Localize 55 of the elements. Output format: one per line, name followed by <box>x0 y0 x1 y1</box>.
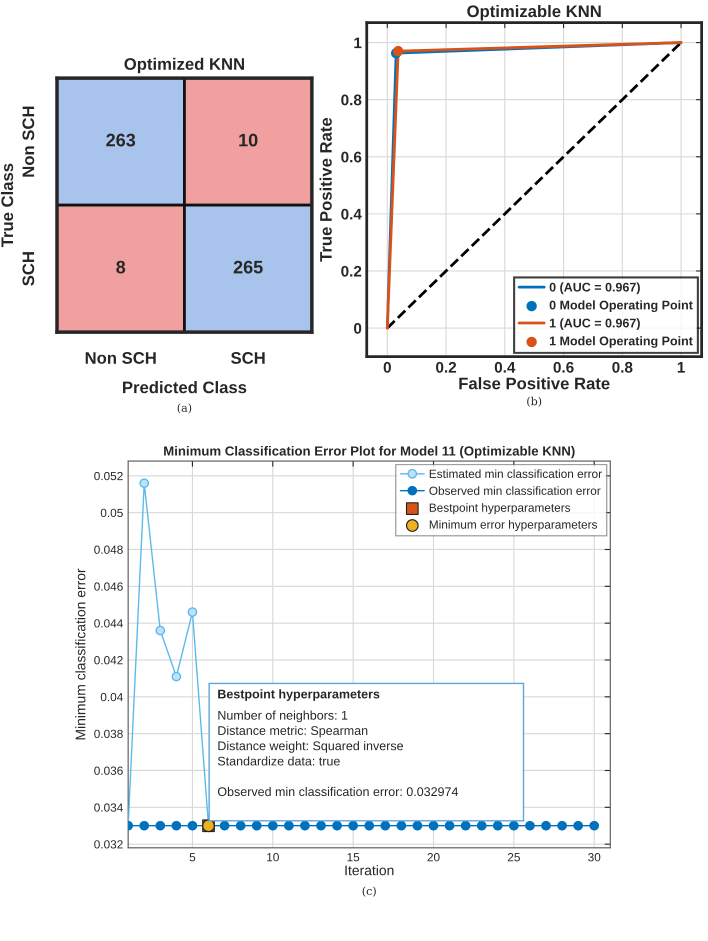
chart-title: Optimized KNN <box>124 58 244 74</box>
data-label: 265 <box>234 260 263 274</box>
y-tick-label: 0.6 <box>341 152 362 162</box>
y-tick-label: 1 <box>354 38 362 48</box>
x-tick-label: 20 <box>428 853 440 862</box>
x-tick-label: 0.2 <box>436 362 456 373</box>
data-label: 263 <box>106 134 136 146</box>
x-tick-label: 15 <box>347 853 360 862</box>
y-tick-label: 0 <box>354 322 362 334</box>
annotation: Bestpoint hyperparameters <box>218 689 380 701</box>
y-tick-label: 0.046 <box>94 582 123 591</box>
y-tick-label: 0.048 <box>94 546 123 554</box>
chart-title: Optimizable KNN <box>467 4 601 20</box>
y-tick-label: 0.05 <box>100 508 123 518</box>
y-tick-label: 0.2 <box>341 266 362 277</box>
y-tick-label: 0.4 <box>341 208 362 220</box>
legend-label: 0 (AUC = 0.967) <box>550 282 640 294</box>
x-tick-label: 0.6 <box>554 362 574 373</box>
text: (a) <box>178 403 192 414</box>
legend-label: Observed min classification error <box>429 486 601 495</box>
legend-label: 1 (AUC = 0.967) <box>550 318 640 330</box>
x-axis-title: False Positive Rate <box>459 377 610 390</box>
y-tick-label: 0.038 <box>94 730 123 738</box>
y-tick-label: 0.042 <box>94 656 123 664</box>
y-tick-label: 0.044 <box>94 619 123 628</box>
text: (c) <box>362 886 376 897</box>
chart-title: Minimum Classification Error Plot for Model 11 (Optimizable KNN) <box>164 446 575 458</box>
x-tick-label: 1 <box>678 362 685 373</box>
text: (b) <box>527 396 542 407</box>
y-axis-title: Minimum classification error <box>75 568 86 740</box>
y-tick-label: 0.034 <box>94 803 123 812</box>
x-tick-label: 25 <box>508 853 520 862</box>
y-tick-label: 0.04 <box>100 692 123 702</box>
x-axis-title: Predicted Class <box>123 381 246 394</box>
y-tick-label: 0.032 <box>94 840 123 849</box>
legend-label: 1 Model Operating Point <box>550 336 693 348</box>
legend-label: Estimated min classification error <box>430 469 602 478</box>
data-label: 10 <box>239 134 258 146</box>
x-tick-label: 30 <box>588 853 600 862</box>
y-tick-label: 0.8 <box>341 94 362 106</box>
y-tick-label: 0.036 <box>94 766 123 775</box>
x-axis-title: Iteration <box>345 865 394 876</box>
y-axis-title: True Positive Rate <box>320 118 332 262</box>
y-axis-title: True Class <box>0 164 14 248</box>
legend-label: 0 Model Operating Point <box>550 300 693 312</box>
x-tick-label: 0.4 <box>494 362 516 373</box>
x-tick-label: 5 <box>190 853 196 862</box>
y-tick-label: 0.052 <box>94 472 123 480</box>
data-label: 8 <box>116 260 126 274</box>
x-tick-label: 0 <box>384 362 391 373</box>
text: Number of neighbors: 1 Distance metric: Spearman Distance weight: Squared inverse Standardize data: true Observed min classification error: 0.032974 <box>218 710 458 796</box>
x-tick-label: 10 <box>267 853 279 862</box>
legend-label: Minimum error hyperparameters <box>430 520 598 532</box>
legend-label: Bestpoint hyperparameters <box>430 503 570 514</box>
x-tick-label: 0.8 <box>612 362 632 373</box>
